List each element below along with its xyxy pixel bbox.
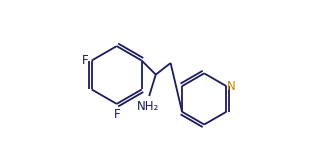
Text: N: N — [227, 80, 236, 93]
Text: F: F — [114, 108, 120, 121]
Text: F: F — [81, 54, 88, 67]
Text: NH₂: NH₂ — [137, 100, 160, 113]
